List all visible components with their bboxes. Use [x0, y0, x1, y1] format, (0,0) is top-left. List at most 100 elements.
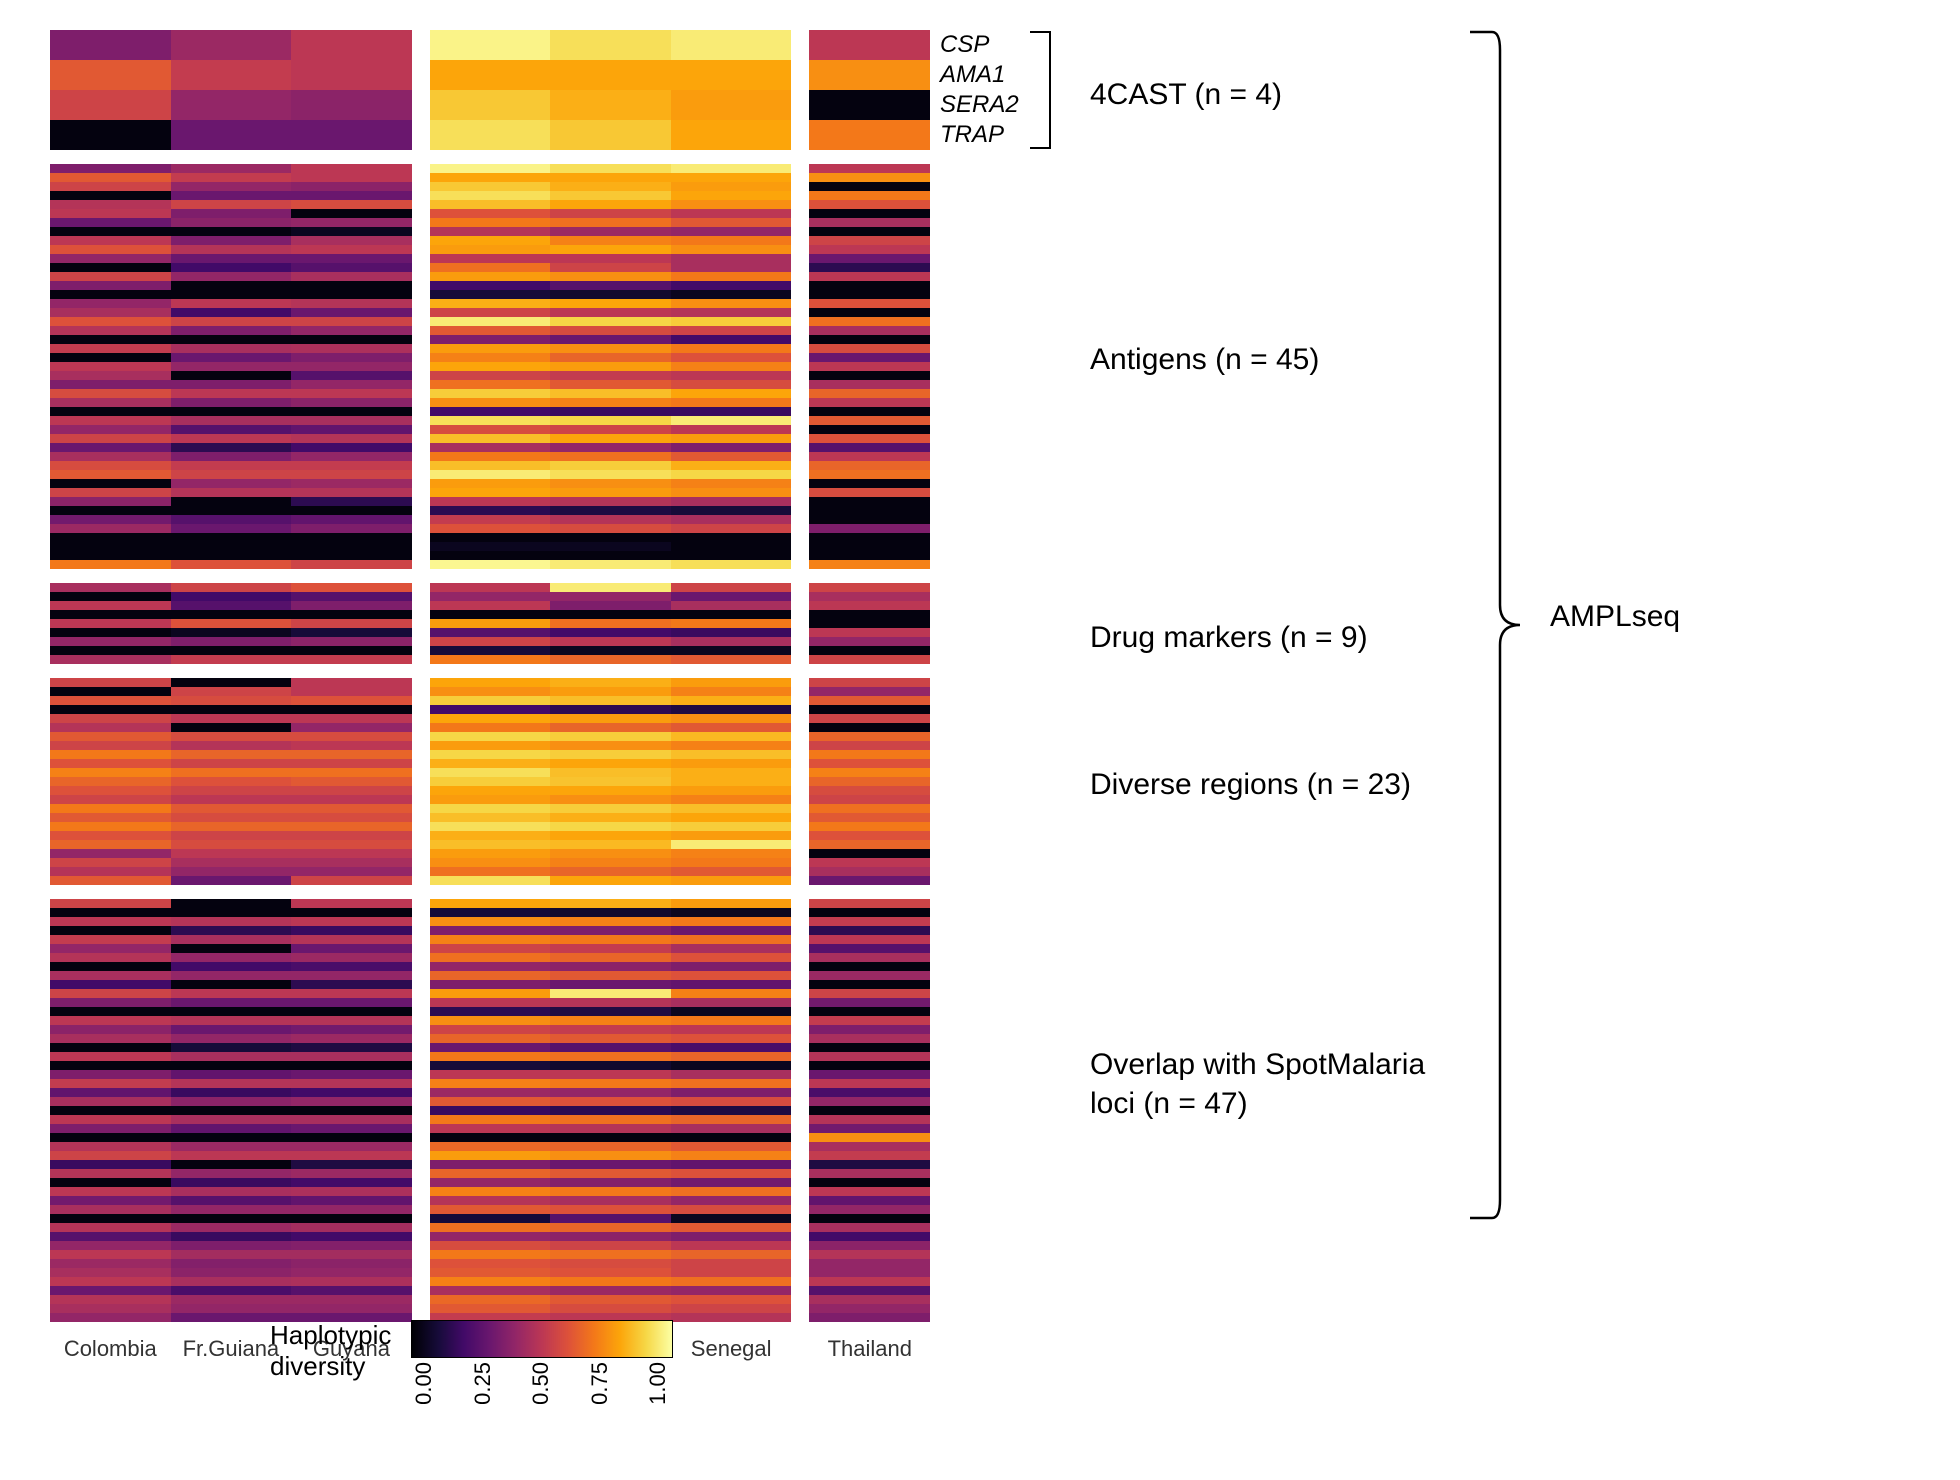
heatmap-cell: [671, 335, 792, 344]
heatmap-cell: [430, 678, 551, 687]
heatmap-row: [50, 443, 930, 452]
heatmap-cell: [550, 750, 671, 759]
heatmap-cell: [671, 998, 792, 1007]
column-gap: [791, 592, 809, 601]
heatmap-cell: [291, 971, 412, 980]
heatmap-row: [50, 461, 930, 470]
heatmap-cell: [291, 804, 412, 813]
heatmap-cell: [50, 750, 171, 759]
heatmap-cell: [809, 831, 930, 840]
heatmap-cell: [671, 1277, 792, 1286]
heatmap-cell: [430, 804, 551, 813]
heatmap-cell: [291, 601, 412, 610]
heatmap-cell: [809, 533, 930, 542]
heatmap-cell: [50, 560, 171, 569]
column-gap: [791, 173, 809, 182]
heatmap-cell: [50, 1133, 171, 1142]
column-gap: [412, 60, 430, 90]
heatmap-cell: [291, 899, 412, 908]
heatmap-cell: [171, 1133, 292, 1142]
heatmap-cell: [291, 1106, 412, 1115]
heatmap-cell: [50, 1106, 171, 1115]
heatmap-cell: [171, 1079, 292, 1088]
heatmap-cell: [171, 362, 292, 371]
heatmap-cell: [50, 1115, 171, 1124]
heatmap-cell: [550, 308, 671, 317]
heatmap-cell: [809, 200, 930, 209]
heatmap-cell: [550, 506, 671, 515]
heatmap-cell: [809, 488, 930, 497]
heatmap-cell: [671, 1250, 792, 1259]
heatmap-cell: [809, 191, 930, 200]
heatmap-cell: [550, 849, 671, 858]
heatmap-cell: [550, 935, 671, 944]
heatmap-cell: [171, 1241, 292, 1250]
heatmap-cell: [430, 317, 551, 326]
heatmap-cell: [809, 637, 930, 646]
heatmap-cell: [430, 299, 551, 308]
heatmap-row: [50, 637, 930, 646]
heatmap-cell: [671, 1169, 792, 1178]
column-gap: [791, 1115, 809, 1124]
heatmap-row: [50, 497, 930, 506]
heatmap-cell: [550, 533, 671, 542]
heatmap-cell: [50, 840, 171, 849]
heatmap-cell: [671, 506, 792, 515]
column-gap: [412, 389, 430, 398]
heatmap-cell: [430, 1295, 551, 1304]
heatmap-row: [50, 962, 930, 971]
heatmap-cell: [671, 398, 792, 407]
column-gap: [412, 989, 430, 998]
heatmap-cell: [430, 353, 551, 362]
heatmap-cell: [171, 804, 292, 813]
heatmap-cell: [291, 759, 412, 768]
heatmap-cell: [291, 831, 412, 840]
heatmap-cell: [171, 1304, 292, 1313]
heatmap-cell: [50, 786, 171, 795]
heatmap-cell: [50, 1025, 171, 1034]
column-gap: [791, 30, 809, 60]
column-gap: [412, 628, 430, 637]
column-gap: [412, 980, 430, 989]
heatmap-cell: [671, 831, 792, 840]
heatmap-cell: [430, 1061, 551, 1070]
heatmap-row: [50, 515, 930, 524]
heatmap-cell: [50, 245, 171, 254]
heatmap-row: [50, 768, 930, 777]
heatmap-cell: [171, 380, 292, 389]
heatmap-cell: [671, 962, 792, 971]
column-gap: [791, 962, 809, 971]
heatmap-cell: [550, 1232, 671, 1241]
column-gap: [791, 1160, 809, 1169]
heatmap-cell: [50, 926, 171, 935]
heatmap-cell: [671, 1088, 792, 1097]
heatmap-row: [50, 173, 930, 182]
heatmap-cell: [171, 443, 292, 452]
heatmap-cell: [550, 1241, 671, 1250]
heatmap-cell: [171, 1124, 292, 1133]
heatmap-cell: [809, 1187, 930, 1196]
heatmap-cell: [171, 867, 292, 876]
column-gap: [412, 1034, 430, 1043]
heatmap-cell: [809, 1043, 930, 1052]
heatmap-cell: [50, 380, 171, 389]
heatmap-cell: [550, 1106, 671, 1115]
heatmap-cell: [430, 389, 551, 398]
heatmap-cell: [171, 583, 292, 592]
heatmap-cell: [671, 281, 792, 290]
heatmap-cell: [671, 980, 792, 989]
heatmap-cell: [550, 443, 671, 452]
heatmap-cell: [671, 317, 792, 326]
heatmap-row: [50, 524, 930, 533]
heatmap-cell: [671, 971, 792, 980]
column-gap: [412, 407, 430, 416]
heatmap-cell: [50, 317, 171, 326]
heatmap-cell: [671, 488, 792, 497]
column-gap: [412, 849, 430, 858]
heatmap-cell: [809, 1277, 930, 1286]
heatmap-row: [50, 592, 930, 601]
heatmap-cell: [809, 353, 930, 362]
heatmap-cell: [171, 164, 292, 173]
heatmap-cell: [550, 732, 671, 741]
heatmap-cell: [430, 1079, 551, 1088]
